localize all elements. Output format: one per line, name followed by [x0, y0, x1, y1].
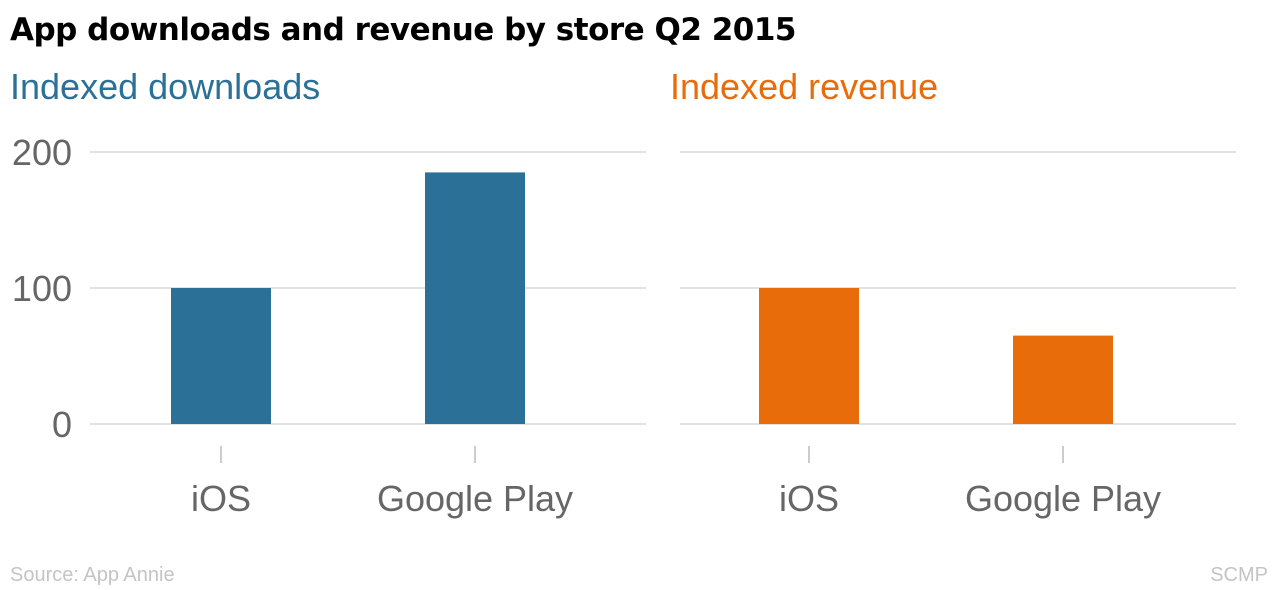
bar-ios	[171, 288, 271, 424]
y-tick-label: 100	[12, 268, 72, 309]
bar-ios	[759, 288, 859, 424]
x-category-label: iOS	[779, 478, 839, 519]
revenue-panel-title: Indexed revenue	[670, 66, 939, 107]
y-tick-label: 0	[52, 404, 72, 445]
y-tick-label: 200	[12, 132, 72, 173]
bar-google-play	[1013, 335, 1113, 424]
bar-google-play	[425, 172, 525, 424]
downloads-panel-title: Indexed downloads	[10, 66, 321, 107]
x-category-label: Google Play	[965, 478, 1161, 519]
x-category-label: Google Play	[377, 478, 573, 519]
x-category-label: iOS	[191, 478, 251, 519]
chart-title: App downloads and revenue by store Q2 20…	[10, 12, 796, 48]
source-note: Source: App Annie	[10, 564, 175, 586]
credit-note: SCMP	[1210, 564, 1268, 586]
